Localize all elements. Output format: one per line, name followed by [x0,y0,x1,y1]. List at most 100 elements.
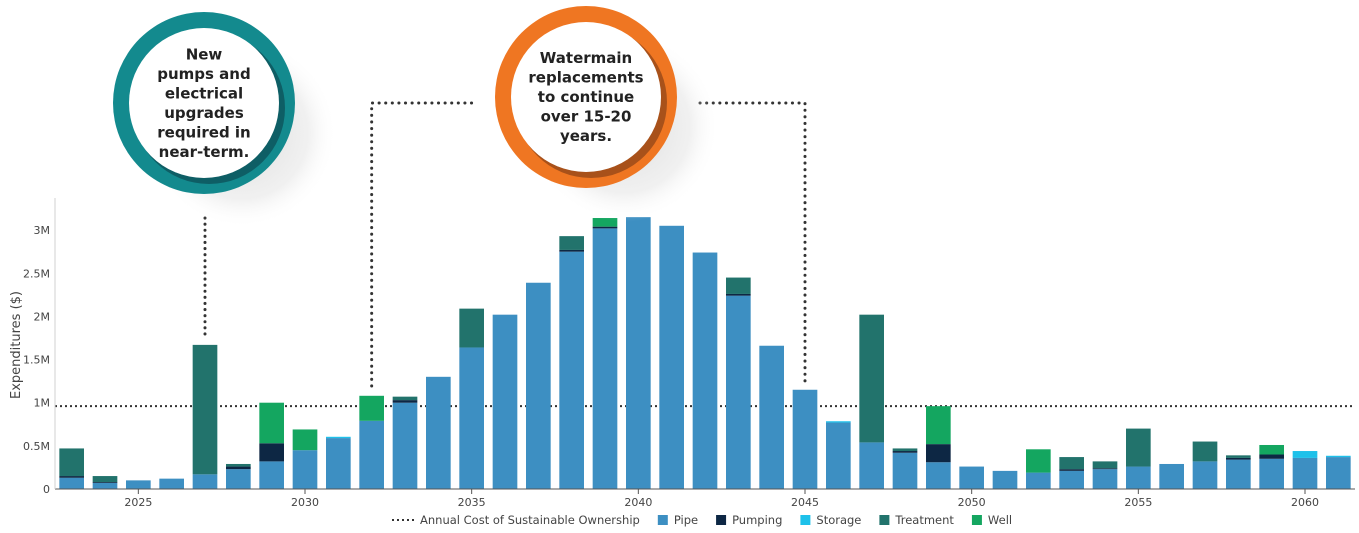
annotation-bubble-pumps: New pumps and electrical upgrades required i… [113,12,337,228]
x-tick-label: 2045 [791,496,819,509]
legend-label: Pipe [674,513,698,527]
legend: Annual Cost of Sustainable Ownership Pipe… [392,513,1012,527]
bar-treatment-2055 [1126,428,1151,467]
y-tick-label: 3M [34,224,51,237]
legend-label: Well [988,513,1012,527]
legend-swatch [716,515,727,525]
bar-treatment-2053 [1059,457,1084,470]
bar-pumping-2049 [926,444,951,463]
bar-well-2032 [359,395,384,421]
y-tick-label: 1M [34,397,51,410]
bar-pipe-2059 [1259,458,1284,489]
annotation-text-pumps: New pumps and electrical upgrades required i… [157,45,250,161]
y-tick-label: 0 [43,483,50,496]
bar-pipe-2025 [126,480,151,489]
bar-pumping-2054 [1092,468,1118,470]
bar-pumping-2033 [392,400,418,403]
y-tick-label: 0.5M [23,440,50,453]
bar-pipe-2049 [926,462,951,489]
y-axis-label: Expenditures ($) [9,291,24,399]
bar-pipe-2050 [959,466,984,489]
bar-well-2059 [1259,444,1284,455]
bar-pipe-2030 [292,450,318,489]
x-tick-label: 2050 [958,496,986,509]
bar-pumping-2028 [226,466,251,470]
bar-treatment-2035 [459,308,484,348]
legend-item-treatment: Treatment [879,513,954,527]
bar-treatment-2057 [1192,441,1218,462]
legend-item-reference: Annual Cost of Sustainable Ownership [392,513,640,527]
bar-pumping-2043 [726,293,751,296]
bar-storage-2060 [1292,451,1318,458]
bar-treatment-2027 [192,344,218,475]
bar-pipe-2047 [859,442,884,489]
y-tick-label: 2M [34,310,51,323]
legend-item-well: Well [971,513,1012,527]
bar-pumping-2038 [559,249,584,252]
bubble-face [129,28,279,178]
legend-item-pipe: Pipe [657,513,698,527]
bar-pipe-2027 [192,474,218,489]
bar-well-2030 [292,429,318,451]
bar-pipe-2042 [692,252,718,489]
bar-pipe-2024 [92,482,118,489]
bar-pipe-2060 [1292,457,1318,489]
bar-pumping-2029 [259,443,284,462]
annotation-text-watermain: Watermain replacements to continue over 15-… [528,49,643,145]
bar-pipe-2036 [492,314,518,489]
annotation-bracket-left [370,101,480,388]
bar-pipe-2040 [626,217,651,489]
axes-layer: Expenditures ($) 0 0.5M 1M 1.5M 2M 2.5M 3M 2025… [9,198,1355,509]
bar-treatment-2048 [892,448,918,452]
bar-pumping-2058 [1226,457,1251,460]
legend-swatch [657,515,668,525]
bar-treatment-2033 [392,396,418,401]
y-tick-label: 2.5M [23,267,50,280]
bar-storage-2031 [326,436,351,439]
bar-pipe-2038 [559,251,584,489]
bar-pipe-2048 [892,452,918,489]
bar-pipe-2054 [1092,469,1118,489]
bar-pipe-2057 [1192,461,1218,489]
bar-pumping-2023 [59,476,84,478]
legend-swatch [879,515,890,525]
legend-swatch [800,515,811,525]
bar-treatment-2038 [559,236,584,250]
bar-treatment-2024 [92,476,118,483]
bar-pipe-2051 [992,470,1018,489]
bar-pipe-2026 [159,478,184,489]
bar-treatment-2054 [1092,461,1118,469]
bar-well-2029 [259,402,284,444]
bar-pipe-2055 [1126,466,1151,489]
bar-storage-2046 [826,421,851,423]
bar-pipe-2023 [59,477,84,489]
bar-treatment-2047 [859,314,884,443]
legend-label: Storage [816,513,861,527]
bar-pumping-2053 [1059,469,1084,471]
bar-pipe-2052 [1026,472,1051,489]
y-tick-label: 1.5M [23,354,50,367]
bar-pipe-2053 [1059,470,1084,489]
legend-item-pumping: Pumping [716,513,782,527]
legend-item-storage: Storage [800,513,861,527]
bar-pumping-2024 [92,482,118,483]
bar-pipe-2043 [726,295,751,489]
x-tick-label: 2030 [291,496,319,509]
legend-label: Pumping [732,513,782,527]
annotation-layer [203,101,807,388]
bar-pipe-2044 [759,345,784,489]
x-tick-label: 2035 [458,496,486,509]
bar-pipe-2061 [1326,457,1351,489]
bar-well-2039 [592,218,618,227]
x-tick-label: 2055 [1124,496,1152,509]
x-tick-label: 2025 [124,496,152,509]
bar-treatment-2028 [226,463,251,467]
bar-pipe-2031 [326,438,351,489]
bar-pumping-2048 [892,451,918,453]
bar-pipe-2041 [659,225,684,489]
bar-treatment-2023 [59,448,84,477]
legend-label: Annual Cost of Sustainable Ownership [420,513,640,527]
bar-pipe-2037 [526,282,551,489]
bubble-face [511,22,661,172]
